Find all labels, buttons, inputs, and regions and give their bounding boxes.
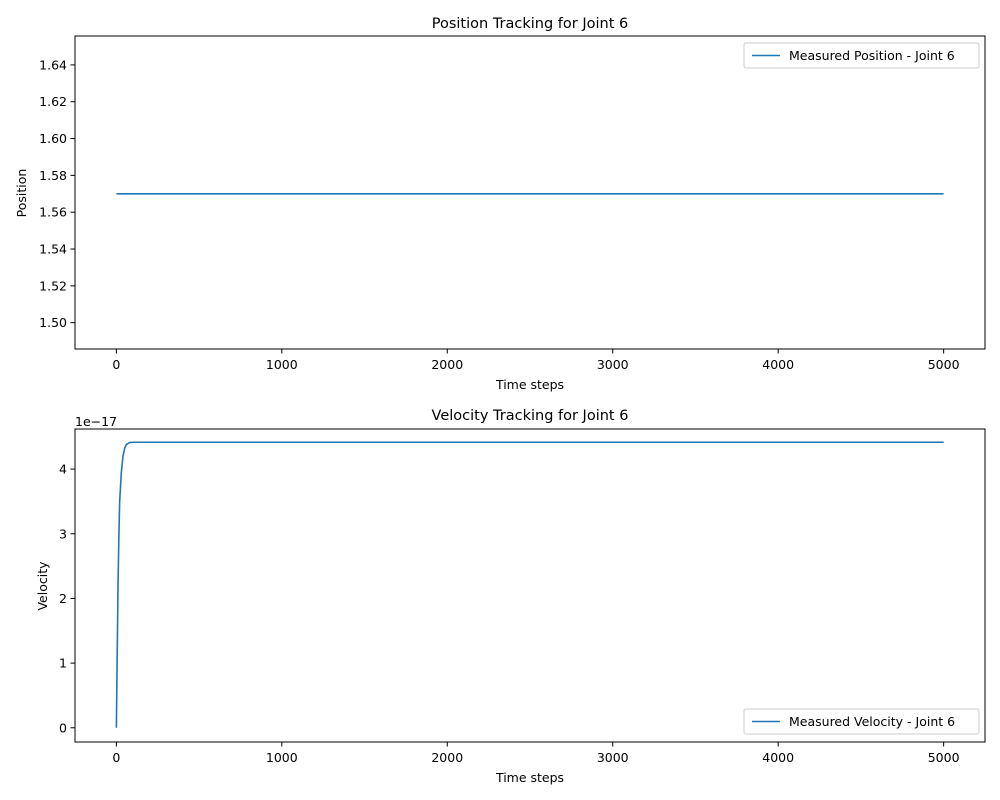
velocity-y-tick-label: 4 — [59, 462, 67, 477]
position-chart-title: Position Tracking for Joint 6 — [432, 16, 628, 32]
velocity-y-tick-label: 0 — [59, 720, 67, 735]
velocity-series-line-0 — [115, 441, 944, 728]
position-x-tick-label: 3000 — [597, 357, 629, 372]
position-x-axis-label: Time steps — [495, 377, 564, 392]
position-x-tick-label: 0 — [112, 357, 120, 372]
velocity-x-tick-label: 0 — [112, 750, 120, 765]
velocity-x-tick-label: 4000 — [762, 750, 794, 765]
position-y-tick-label: 1.60 — [39, 131, 67, 146]
velocity-y-axis-label: Velocity — [35, 561, 50, 611]
position-y-tick-label: 1.56 — [39, 205, 67, 220]
velocity-chart-title: Velocity Tracking for Joint 6 — [432, 408, 629, 424]
position-axes-frame — [74, 35, 986, 350]
velocity-x-tick-label: 3000 — [597, 750, 629, 765]
position-y-tick-label: 1.58 — [39, 168, 67, 183]
position-legend-label: Measured Position - Joint 6 — [789, 48, 955, 63]
velocity-offset-text: 1e−17 — [75, 414, 117, 429]
position-y-tick-label: 1.54 — [39, 242, 67, 257]
position-y-tick-label: 1.50 — [39, 315, 67, 330]
velocity-axes-frame — [74, 428, 986, 743]
position-y-tick-label: 1.52 — [39, 278, 67, 293]
position-x-tick-label: 4000 — [762, 357, 794, 372]
velocity-legend: Measured Velocity - Joint 6 — [743, 708, 980, 735]
velocity-y-tick-label: 1 — [59, 656, 67, 671]
position-y-tick-label: 1.64 — [39, 57, 67, 72]
velocity-y-tick-label: 3 — [59, 526, 67, 541]
velocity-legend-box — [743, 708, 980, 735]
position-y-axis-label: Position — [14, 169, 29, 218]
velocity-x-tick-label: 2000 — [431, 750, 463, 765]
velocity-legend-label: Measured Velocity - Joint 6 — [789, 714, 955, 729]
velocity-plot-area: 0 1000 2000 3000 4000 5000 0 1 2 3 4 — [59, 428, 986, 765]
velocity-subplot: Velocity Tracking for Joint 6 1e−17 0 100… — [35, 408, 986, 785]
position-subplot: Position Tracking for Joint 6 0 1000 2000 3… — [14, 16, 986, 392]
position-y-tick-label: 1.62 — [39, 94, 67, 109]
position-legend: Measured Position - Joint 6 — [743, 42, 980, 69]
velocity-y-tick-label: 2 — [59, 591, 67, 606]
velocity-x-tick-label: 5000 — [928, 750, 960, 765]
position-x-tick-label: 5000 — [928, 357, 960, 372]
velocity-x-axis-label: Time steps — [495, 770, 564, 785]
position-x-tick-label: 2000 — [431, 357, 463, 372]
position-plot-area: 0 1000 2000 3000 4000 5000 1.50 1.52 1.54 1.56 1.5… — [39, 35, 986, 372]
position-x-tick-label: 1000 — [266, 357, 298, 372]
position-legend-box — [743, 42, 980, 69]
velocity-x-tick-label: 1000 — [266, 750, 298, 765]
